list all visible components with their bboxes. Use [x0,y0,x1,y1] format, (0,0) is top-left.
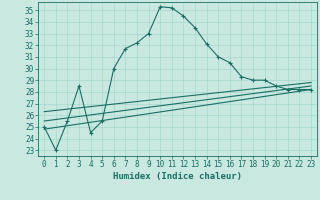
X-axis label: Humidex (Indice chaleur): Humidex (Indice chaleur) [113,172,242,181]
